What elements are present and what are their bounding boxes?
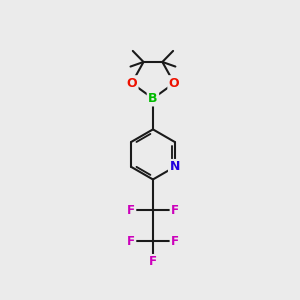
Text: F: F: [171, 235, 179, 248]
Text: B: B: [148, 92, 158, 105]
Text: F: F: [127, 235, 135, 248]
Text: F: F: [127, 204, 135, 217]
Text: O: O: [169, 77, 179, 90]
Text: O: O: [126, 77, 137, 90]
Text: F: F: [171, 204, 179, 217]
Text: N: N: [169, 160, 180, 173]
Text: F: F: [149, 255, 157, 268]
